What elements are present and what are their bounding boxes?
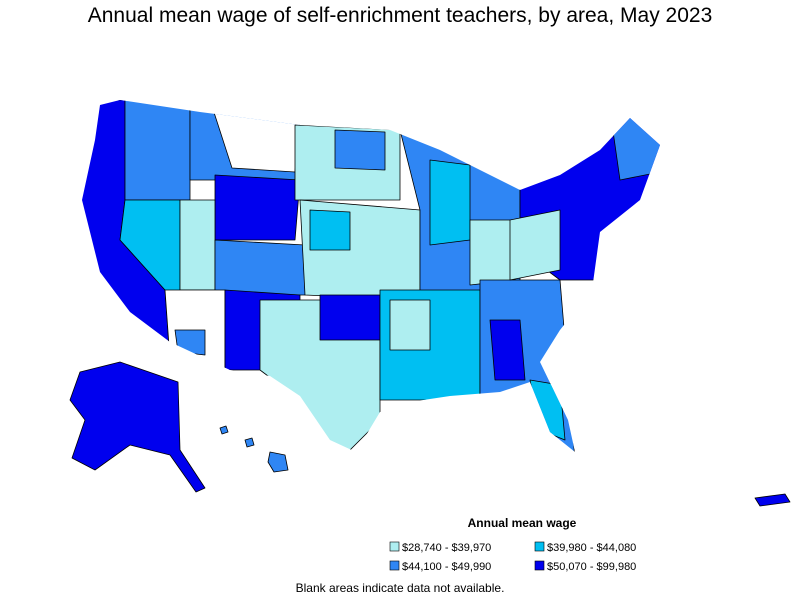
legend-label: $44,100 - $49,990 [402, 561, 491, 573]
map-region [179, 199, 216, 291]
map-region [489, 319, 526, 381]
legend-swatch [534, 541, 545, 552]
map-region [609, 100, 660, 181]
legend-swatch [534, 560, 545, 571]
map-region [219, 425, 229, 435]
map-region [69, 361, 206, 493]
legend: $28,740 - $39,970 $39,980 - $44,080 $44,10… [389, 541, 636, 573]
note: Blank areas indicate data not available. [296, 581, 505, 595]
map-region [214, 239, 306, 296]
map-region [214, 174, 301, 241]
legend-label: $50,070 - $99,980 [547, 561, 636, 573]
legend-label: $28,740 - $39,970 [402, 542, 491, 554]
map-region [244, 437, 255, 448]
map-title: Annual mean wage of self-enrichment teac… [88, 4, 713, 27]
map-region [174, 329, 206, 356]
map-region [389, 299, 431, 351]
map-region [267, 451, 289, 473]
map-region [319, 294, 381, 341]
map-region [334, 129, 386, 171]
map-region [509, 209, 561, 281]
map-region [309, 209, 351, 251]
map-region [429, 159, 471, 246]
legend-swatch [389, 541, 400, 552]
legend-swatch [389, 560, 400, 571]
map-region [124, 100, 191, 201]
map-region [754, 493, 791, 507]
map-region [529, 379, 566, 441]
us-map [69, 100, 791, 507]
legend-label: $39,980 - $44,080 [547, 542, 636, 554]
map-region [469, 219, 516, 286]
legend-title: Annual mean wage [468, 516, 577, 530]
